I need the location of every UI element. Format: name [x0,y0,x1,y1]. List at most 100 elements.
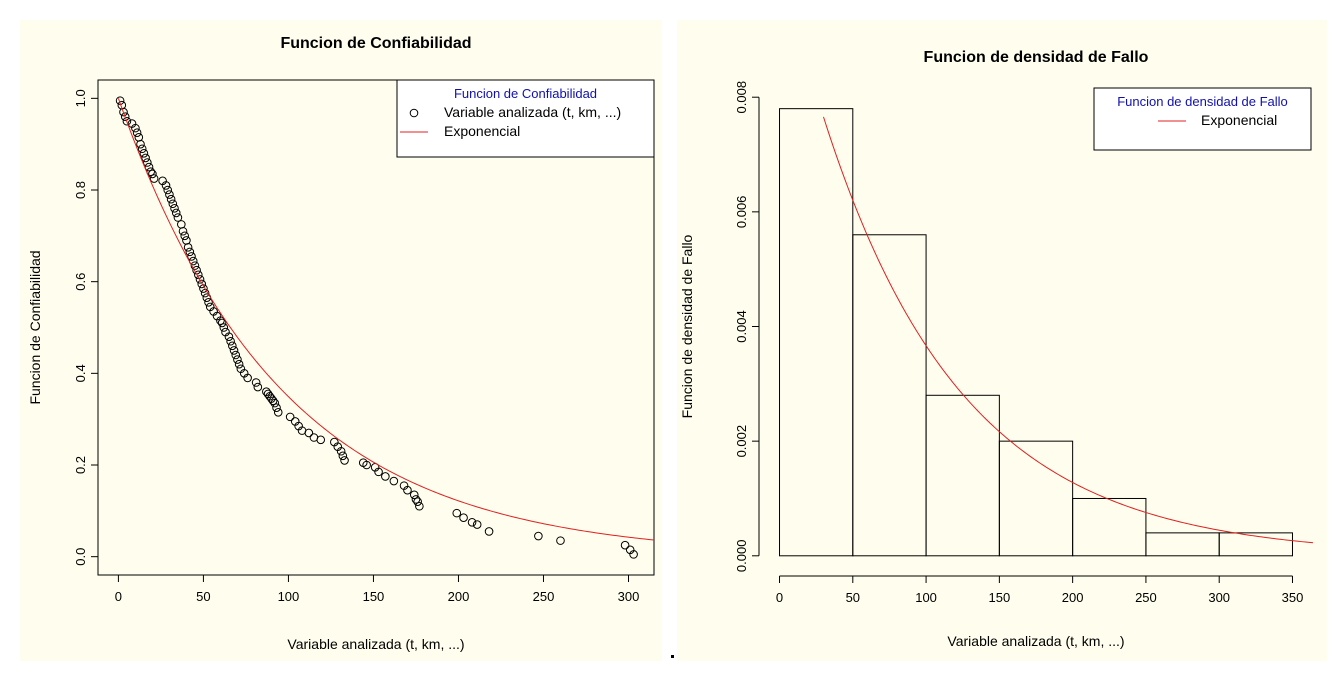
histogram-bar [779,108,854,557]
data-point [459,513,468,523]
data-point [374,467,383,477]
x-tick-label: 0 [115,589,122,604]
data-point [187,252,196,261]
y-tick-label: 0.006 [734,196,749,229]
data-point [534,531,543,541]
y-axis-label: Funcion de densidad de Fallo [679,234,695,418]
x-tick-label: 250 [1135,590,1157,605]
data-point [231,350,241,360]
legend-title: Funcion de Confiabilidad [454,86,597,101]
data-point [234,359,244,369]
data-point [134,132,144,142]
data-point [409,490,419,500]
histogram-bar [1218,532,1293,557]
data-point [381,472,390,481]
data-point [166,194,176,204]
x-tick-label: 250 [533,589,555,604]
data-point [190,261,200,270]
y-tick-label: 0.004 [734,310,749,343]
data-point [362,460,371,470]
x-tick-label: 350 [1282,590,1304,605]
data-point [272,403,281,413]
data-point [338,451,348,461]
legend-title: Funcion de densidad de Fallo [1117,94,1288,109]
data-point [389,476,399,486]
data-point [228,341,237,351]
x-tick-label: 50 [846,590,860,605]
data-point [173,213,183,222]
x-tick-label: 150 [363,589,385,604]
data-point [285,412,295,422]
legend-box [396,79,655,158]
data-point [620,540,630,550]
data-point [226,336,235,346]
reliability-chart-panel: Funcion de Confiabilidad 0 50 100 150 200 250 3… [20,20,662,661]
data-point [143,158,152,167]
data-point [484,527,494,536]
data-point [629,550,638,559]
data-point [165,190,174,199]
data-point [185,247,195,257]
x-axis-label: Variable analizada (t, km, ...) [287,636,464,652]
x-tick-label: 100 [915,590,937,605]
data-point [253,382,263,392]
legend-entry: Exponencial [1201,112,1277,128]
legend-box [1093,87,1312,151]
data-point [199,284,208,293]
y-tick-label: 0.0 [73,548,88,566]
data-point [243,373,252,383]
density-chart-panel: Funcion de densidad de Fallo 0 50 100 150 200… [677,20,1327,661]
x-tick-label: 50 [196,589,210,604]
x-tick-label: 300 [618,589,640,604]
data-point [178,226,188,236]
histogram-bar [925,394,1000,557]
legend-entry: Variable analizada (t, km, ...) [444,104,621,120]
data-point [177,220,186,229]
histogram-bar [1145,532,1220,557]
data-point [180,231,190,241]
data-point [304,428,314,438]
data-point [149,174,159,183]
data-point [168,199,178,209]
data-point [204,297,213,307]
data-point [217,318,227,328]
data-point [467,517,477,527]
data-point [171,208,181,218]
data-point [216,316,225,325]
density-chart: Funcion de densidad de Fallo 0 50 100 150 200… [679,49,1314,649]
data-point [251,378,261,387]
data-point [170,204,179,213]
x-tick-label: 200 [448,589,470,604]
x-tick-label: 200 [1062,590,1084,605]
reliability-chart: Funcion de Confiabilidad 0 50 100 150 200 250 3… [27,35,655,652]
y-tick-label: 0.8 [73,181,88,199]
y-tick-label: 1.0 [73,89,88,107]
y-tick-label: 0.002 [734,425,749,458]
y-tick-label: 0.008 [734,81,749,114]
chart-title: Funcion de Confiabilidad [280,35,471,52]
y-axis-label: Funcion de Confiabilidad [27,250,43,404]
data-point [268,396,278,406]
data-point [163,185,173,195]
data-point [139,149,149,158]
x-axis-label: Variable analizada (t, km, ...) [947,633,1124,649]
legend-entry: Exponencial [444,123,520,139]
stray-dot [671,655,674,658]
y-tick-label: 0.6 [73,273,88,291]
data-point [195,275,205,284]
data-point [340,456,349,465]
data-point [132,128,142,138]
data-point [148,169,157,179]
data-point [161,181,171,190]
y-tick-label: 0.000 [734,540,749,573]
data-point [270,398,280,408]
data-point [452,508,462,518]
exponential-curve [823,116,1314,544]
legend-point-symbol [409,108,419,118]
data-point [472,520,482,529]
data-point [413,497,422,506]
histogram-bar [998,440,1074,557]
data-point [141,153,150,163]
data-point [229,346,239,355]
data-point [183,242,193,252]
